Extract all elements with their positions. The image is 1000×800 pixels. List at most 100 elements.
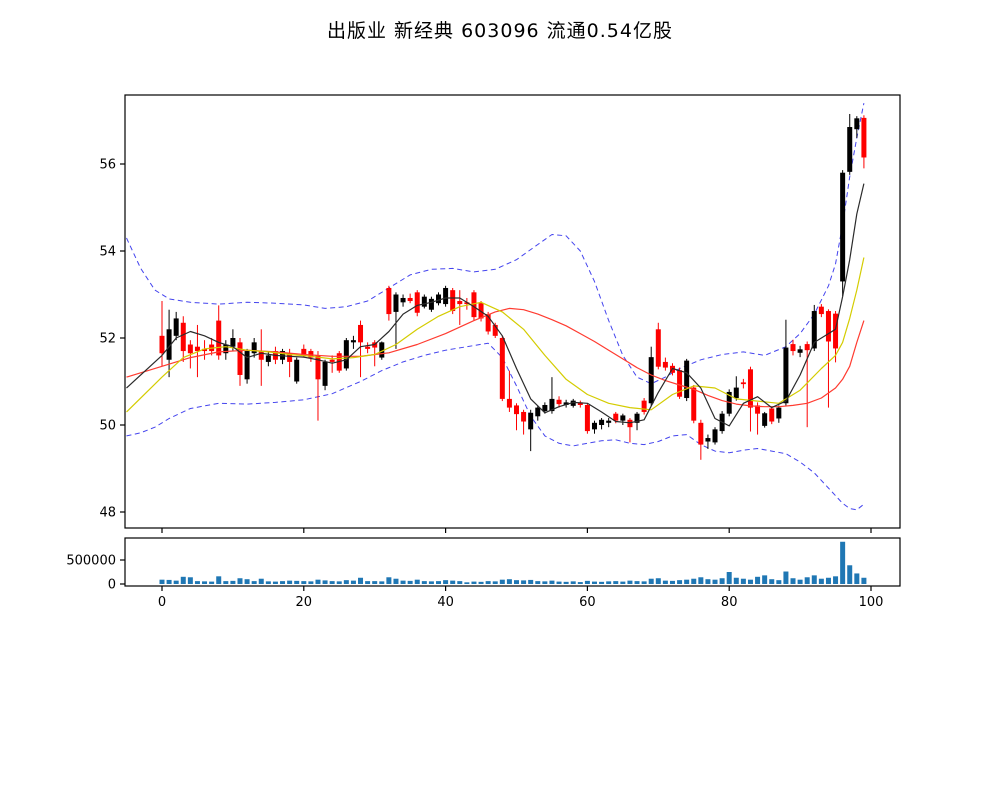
candle-body xyxy=(662,361,668,368)
volume-bar xyxy=(861,577,867,584)
volume-bar xyxy=(372,581,378,584)
candle-body xyxy=(358,324,364,343)
volume-bar xyxy=(698,577,704,584)
candle-body xyxy=(563,402,569,405)
x-tick-label: 40 xyxy=(437,595,454,610)
volume-bar xyxy=(769,579,775,584)
volume-bar xyxy=(216,576,222,584)
volume-bar xyxy=(762,575,768,584)
x-tick-label: 100 xyxy=(859,595,884,610)
volume-bar xyxy=(358,577,364,584)
candle-body xyxy=(202,348,208,352)
candle-body xyxy=(691,387,697,421)
volume-bar xyxy=(428,581,434,584)
volume-bar xyxy=(322,580,328,584)
candle-body xyxy=(705,438,711,442)
volume-bar xyxy=(308,581,314,584)
volume-bar xyxy=(450,580,456,584)
volume-bar xyxy=(854,573,860,584)
candle-body xyxy=(684,360,690,399)
candle-body xyxy=(428,298,434,310)
candle-body xyxy=(223,344,229,354)
volume-bar xyxy=(393,578,399,584)
candle-body xyxy=(698,422,704,445)
candle-body xyxy=(528,412,534,430)
candle-body xyxy=(854,118,860,130)
candle-body xyxy=(591,422,597,430)
candle-body xyxy=(315,355,321,380)
candle-body xyxy=(173,318,179,336)
volume-bar xyxy=(528,579,534,584)
volume-bar xyxy=(755,576,761,584)
volume-bar xyxy=(499,579,505,584)
volume-bar xyxy=(180,576,186,584)
candle-body xyxy=(329,359,335,362)
volume-bar xyxy=(209,581,215,584)
candle-body xyxy=(322,361,328,386)
candle-body xyxy=(166,329,172,360)
x-tick-label: 0 xyxy=(158,595,166,610)
candle-body xyxy=(464,302,470,305)
volume-bar xyxy=(655,578,661,584)
candle-body xyxy=(570,400,576,406)
volume-bar xyxy=(244,579,250,584)
price-tick-label: 56 xyxy=(99,158,116,173)
ma-fast-black-line xyxy=(126,183,865,427)
price-plot-area xyxy=(126,103,867,511)
candle-body xyxy=(733,387,739,399)
volume-bar xyxy=(223,581,229,584)
price-tick-label: 52 xyxy=(99,332,116,347)
volume-bar xyxy=(159,579,165,584)
volume-bar xyxy=(825,577,831,584)
volume-bar xyxy=(570,581,576,584)
candle-body xyxy=(599,419,605,425)
volume-bar xyxy=(478,581,484,584)
candle-body xyxy=(790,344,796,352)
candle-body xyxy=(825,311,831,342)
candle-body xyxy=(506,398,512,408)
volume-bar xyxy=(237,578,243,584)
volume-bars-layer xyxy=(159,541,867,584)
volume-bar xyxy=(492,581,498,584)
candle-body xyxy=(620,415,626,421)
volume-bar xyxy=(329,581,335,584)
volume-bar xyxy=(258,578,264,584)
candle-body xyxy=(414,292,420,313)
volume-bar xyxy=(457,581,463,584)
candle-body xyxy=(556,399,562,405)
candle-body xyxy=(655,329,661,367)
volume-bar xyxy=(287,580,293,584)
volume-bar xyxy=(847,565,853,584)
volume-bar xyxy=(776,580,782,584)
candle-body xyxy=(584,404,590,432)
candle-body xyxy=(159,335,165,354)
volume-tick-label: 500000 xyxy=(66,554,116,569)
candle-body xyxy=(577,402,583,405)
x-tick-label: 20 xyxy=(296,595,313,610)
price-tick-label: 54 xyxy=(99,245,116,260)
candle-body xyxy=(641,400,647,412)
candle-body xyxy=(627,419,633,428)
candle-body xyxy=(634,413,640,423)
candle-body xyxy=(265,355,271,362)
volume-bar xyxy=(265,581,271,584)
volume-bar xyxy=(202,581,208,584)
candles-layer xyxy=(159,113,867,460)
candle-body xyxy=(237,342,243,375)
candle-body xyxy=(542,404,548,412)
volume-bar xyxy=(549,580,555,584)
volume-bar xyxy=(514,580,519,584)
candle-body xyxy=(535,407,541,417)
volume-bar xyxy=(506,579,512,584)
volume-bar xyxy=(719,578,725,584)
volume-bar xyxy=(740,578,746,584)
candle-body xyxy=(492,324,498,336)
volume-bar xyxy=(840,541,846,584)
candle-body xyxy=(244,351,250,380)
candle-body xyxy=(740,382,746,385)
volume-bar xyxy=(591,581,597,584)
candle-body xyxy=(180,322,186,352)
candle-body xyxy=(194,346,200,352)
candle-body xyxy=(648,357,654,404)
candle-body xyxy=(251,342,257,354)
